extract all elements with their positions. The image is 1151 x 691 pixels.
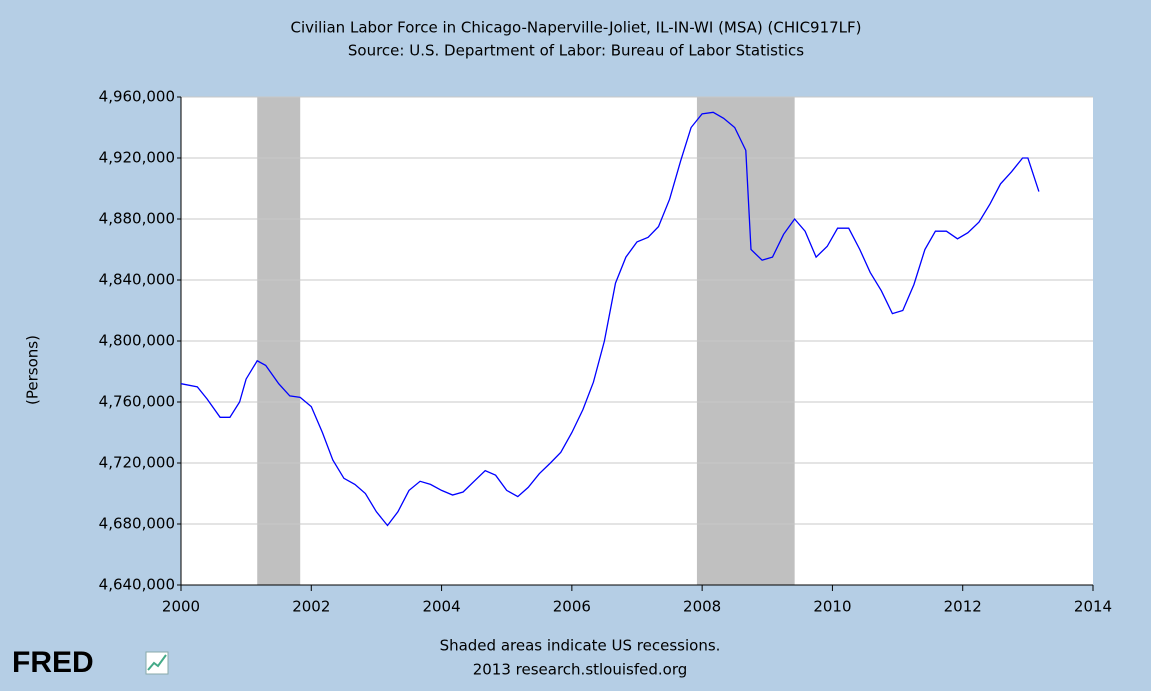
y-tick-label: 4,640,000 bbox=[99, 576, 175, 594]
y-tick-label: 4,720,000 bbox=[99, 454, 175, 472]
x-tick-label: 2014 bbox=[1074, 598, 1112, 616]
x-tick-label: 2002 bbox=[292, 598, 330, 616]
credit: 2013 research.stlouisfed.org bbox=[473, 661, 688, 679]
y-tick-label: 4,800,000 bbox=[99, 332, 175, 350]
y-tick-label: 4,680,000 bbox=[99, 515, 175, 533]
logo-icon bbox=[145, 651, 169, 675]
chart-subtitle: Source: U.S. Department of Labor: Bureau… bbox=[348, 42, 804, 60]
y-axis-label: (Persons) bbox=[24, 335, 42, 405]
y-tick-label: 4,920,000 bbox=[99, 149, 175, 167]
x-tick-label: 2004 bbox=[422, 598, 460, 616]
x-tick-label: 2006 bbox=[553, 598, 591, 616]
logo: FRED bbox=[12, 646, 94, 679]
x-tick-label: 2012 bbox=[944, 598, 982, 616]
y-tick-label: 4,840,000 bbox=[99, 271, 175, 289]
x-tick-label: 2008 bbox=[683, 598, 721, 616]
x-tick-label: 2010 bbox=[813, 598, 851, 616]
x-tick-label: 2000 bbox=[162, 598, 200, 616]
y-tick-label: 4,960,000 bbox=[99, 88, 175, 106]
data-line bbox=[180, 111, 1040, 527]
y-tick-label: 4,760,000 bbox=[99, 393, 175, 411]
chart-title: Civilian Labor Force in Chicago-Napervil… bbox=[290, 19, 861, 37]
note: Shaded areas indicate US recessions. bbox=[440, 637, 721, 655]
y-tick-label: 4,880,000 bbox=[99, 210, 175, 228]
